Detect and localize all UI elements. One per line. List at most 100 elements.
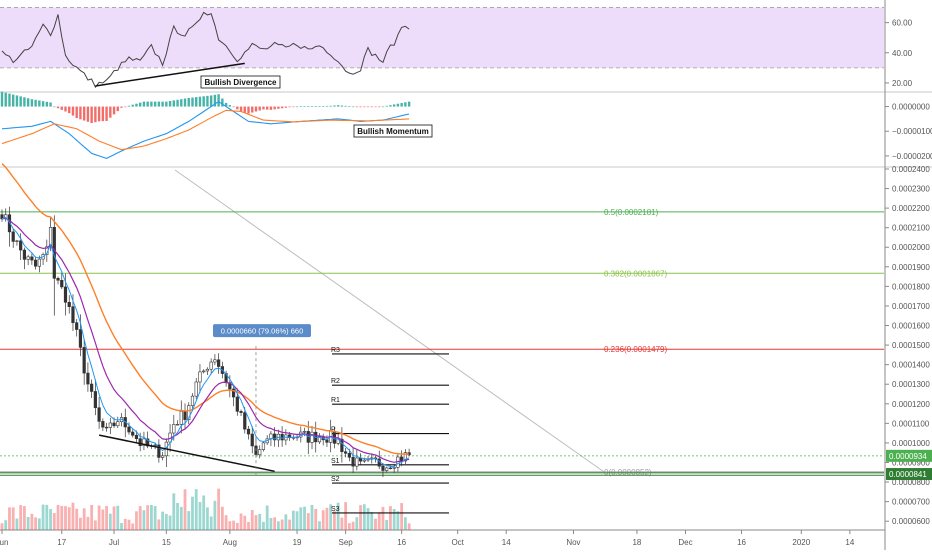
macd-histogram-bar [209,95,213,107]
candle-body [302,431,307,433]
volume-bar [64,506,67,530]
macd-histogram-bar [101,106,105,122]
macd-histogram-bar [191,97,194,107]
volume-bar [299,507,303,530]
candle-body [97,407,101,422]
macd-histogram-bar [153,101,157,107]
time-tick-label: Sep [339,538,354,547]
price-tick-label: 0.0000800 [892,478,930,487]
rsi-tick-label: 60.00 [892,19,913,28]
candle-body [388,467,393,469]
candle-body [134,434,139,439]
macd-histogram-bar [224,102,228,107]
volume-bar [4,520,8,530]
time-tick-label: 17 [57,538,66,547]
macd-histogram-bar [396,103,400,107]
volume-bar [138,506,142,530]
macd-histogram-bar [239,106,243,112]
volume-bar [295,511,299,530]
candle-body [104,426,109,429]
time-tick-label: Nov [566,538,580,547]
volume-bar [146,505,150,530]
volume-bar [172,493,176,530]
price-tick-label: 0.0001000 [892,439,930,448]
volume-bar [90,504,94,530]
candle-body [153,444,157,447]
volume-bar [366,508,370,530]
volume-bar [112,506,116,530]
macd-histogram-bar [127,105,131,107]
measure-label: 0.0000660 (79.06%) 660 [221,327,304,336]
volume-bar [23,506,26,530]
volume-bar [187,511,191,530]
macd-histogram-bar [404,102,407,107]
candle-body [351,457,355,467]
macd-histogram-bar [221,98,224,107]
macd-histogram-bar [370,106,373,108]
volume-bar [280,519,284,530]
candle-body [310,431,314,443]
candle-body [381,465,385,471]
macd-histogram-bar [105,106,108,121]
candle-body [243,412,247,430]
candle-body [67,301,71,307]
macd-histogram-bar [359,106,362,108]
ema-fast-line [1,216,410,468]
time-tick-label: Jul [109,538,119,547]
candle-body [246,428,251,435]
pivot-label: S2 [331,476,340,483]
price-tick-label: 0.0001100 [892,419,930,428]
volume-bar [123,518,127,530]
price-tick-label: 0.0001800 [892,282,930,291]
price-tick-label: 0.0002300 [892,185,930,194]
candle-body [183,410,187,420]
macd-histogram-bar [75,106,78,119]
candle-body [86,372,90,385]
volume-bar [0,523,4,530]
macd-histogram-bar [299,106,302,108]
macd-histogram-bar [90,106,93,124]
candle-body [157,444,161,458]
candle-body [198,371,202,383]
volume-bar [303,506,306,530]
macd-histogram-bar [94,106,97,123]
macd-histogram-bar [138,102,142,107]
macd-histogram-bar [247,106,250,114]
volume-bar [318,521,321,530]
macd-histogram-bar [183,98,187,107]
time-tick-label: Aug [223,538,237,547]
price-tick-label: 0.0001200 [892,400,930,409]
macd-histogram-bar [53,106,56,108]
volume-bar [291,510,295,530]
macd-histogram-bar [8,93,11,107]
macd-histogram-bar [15,95,19,107]
macd-histogram-bar [71,106,75,116]
macd-histogram-bar [79,106,82,120]
volume-bar [265,505,269,530]
macd-histogram-bar [348,106,351,107]
macd-histogram-bar [34,99,37,107]
candle-body [138,438,142,447]
macd-histogram-bar [314,106,317,107]
volume-bar [168,515,172,530]
macd-histogram-bar [389,105,392,107]
macd-histogram-bar [325,105,329,107]
time-tick-label: 2020 [792,538,810,547]
rsi-line [1,11,410,89]
candle-body [26,256,30,260]
volume-bar [26,517,30,530]
volume-bar [202,495,206,530]
volume-bar [269,517,273,530]
candle-body [127,426,131,433]
macd-histogram-bar [12,94,15,107]
macd-histogram-bar [86,106,90,122]
volume-bar [239,513,243,530]
time-tick-label: 14 [845,538,854,547]
price-tick-label: 0.0001900 [892,263,930,272]
macd-histogram-bar [322,105,325,107]
volume-bar [82,508,86,530]
price-tick-label: 0.0002100 [892,224,930,233]
bullish-divergence-box [200,75,281,89]
